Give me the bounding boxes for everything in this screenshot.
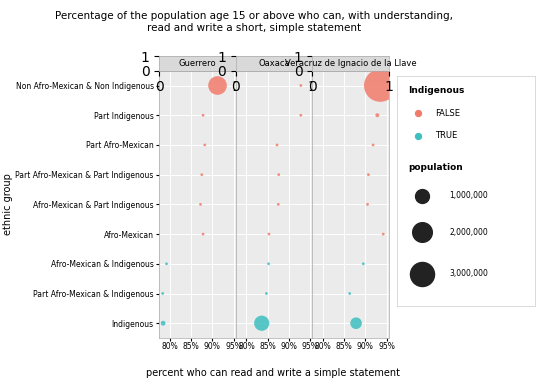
Point — [264, 261, 273, 267]
Point — [346, 290, 354, 296]
Point — [369, 142, 377, 148]
Point — [359, 261, 368, 267]
Text: TRUE: TRUE — [435, 131, 458, 141]
Point — [352, 320, 360, 326]
Text: 2,000,000: 2,000,000 — [449, 228, 488, 237]
Point — [265, 231, 273, 237]
Point — [373, 112, 382, 118]
Point — [158, 290, 167, 296]
Text: population: population — [408, 163, 463, 173]
Point — [296, 112, 305, 118]
Point — [258, 320, 266, 326]
Text: Veracruz de Ignacio de la Llave: Veracruz de Ignacio de la Llave — [285, 59, 416, 68]
Text: 1,000,000: 1,000,000 — [449, 191, 488, 200]
Text: Percentage of the population age 15 or above who can, with understanding,
read a: Percentage of the population age 15 or a… — [55, 11, 453, 33]
Point — [274, 201, 282, 207]
Point — [213, 83, 222, 89]
Text: percent who can read and write a simple statement: percent who can read and write a simple … — [146, 368, 400, 378]
Point — [413, 110, 422, 116]
Text: Guerrero: Guerrero — [179, 59, 217, 68]
Point — [296, 83, 305, 89]
Point — [273, 142, 281, 148]
Point — [364, 172, 373, 178]
Point — [159, 320, 167, 326]
Point — [363, 201, 372, 207]
Point — [200, 142, 209, 148]
Point — [198, 172, 206, 178]
Point — [417, 270, 426, 277]
Point — [379, 231, 388, 237]
Point — [162, 261, 171, 267]
Text: Indigenous: Indigenous — [408, 86, 464, 95]
Point — [199, 231, 207, 237]
Point — [376, 83, 384, 89]
Point — [417, 229, 426, 235]
Point — [199, 112, 207, 118]
Point — [274, 172, 283, 178]
Point — [417, 193, 426, 199]
Point — [262, 290, 271, 296]
Text: Oaxaca: Oaxaca — [258, 59, 290, 68]
Text: 3,000,000: 3,000,000 — [449, 269, 488, 278]
Text: ethnic group: ethnic group — [3, 173, 13, 235]
Point — [196, 201, 205, 207]
Text: FALSE: FALSE — [435, 108, 461, 118]
Point — [413, 133, 422, 139]
